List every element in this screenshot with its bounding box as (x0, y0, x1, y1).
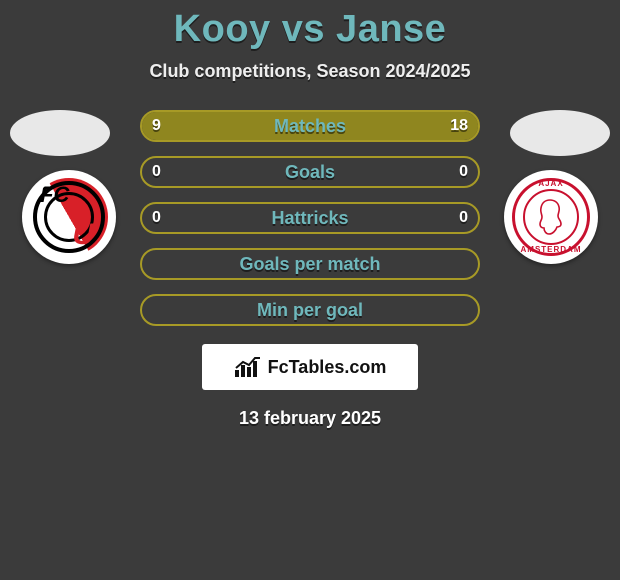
player-avatar-left (10, 110, 110, 156)
stat-label: Min per goal (257, 300, 363, 321)
stat-label: Goals (285, 162, 335, 183)
stat-value-right: 0 (459, 209, 468, 227)
stat-row: 0 0 Hattricks (140, 202, 480, 234)
stat-value-left: 0 (152, 163, 161, 181)
brand-badge[interactable]: FcTables.com (202, 344, 418, 390)
ajax-badge-icon: AJAX AMSTERDAM (512, 178, 590, 256)
stat-row: Min per goal (140, 294, 480, 326)
comparison-panel: FC U AJAX AMSTERDAM 9 18 Matches 0 0 Goals 0 0 H… (0, 110, 620, 429)
stat-row: Goals per match (140, 248, 480, 280)
stat-value-left: 9 (152, 117, 161, 135)
club-badge-right: AJAX AMSTERDAM (504, 170, 598, 264)
player-avatar-right (510, 110, 610, 156)
stat-value-right: 18 (450, 117, 468, 135)
brand-label: FcTables.com (268, 357, 387, 378)
subtitle: Club competitions, Season 2024/2025 (0, 61, 620, 82)
fc-utrecht-badge-icon: FC U (30, 178, 108, 256)
bar-chart-icon (234, 356, 262, 378)
stat-row: 0 0 Goals (140, 156, 480, 188)
date-label: 13 february 2025 (0, 408, 620, 429)
club-badge-left: FC U (22, 170, 116, 264)
stat-value-right: 0 (459, 163, 468, 181)
stat-value-left: 0 (152, 209, 161, 227)
stat-label: Matches (274, 116, 346, 137)
stat-label: Hattricks (271, 208, 348, 229)
stats-list: 9 18 Matches 0 0 Goals 0 0 Hattricks Goals per ma… (140, 110, 480, 326)
stat-label: Goals per match (239, 254, 380, 275)
page-title: Kooy vs Janse (0, 0, 620, 51)
stat-row: 9 18 Matches (140, 110, 480, 142)
